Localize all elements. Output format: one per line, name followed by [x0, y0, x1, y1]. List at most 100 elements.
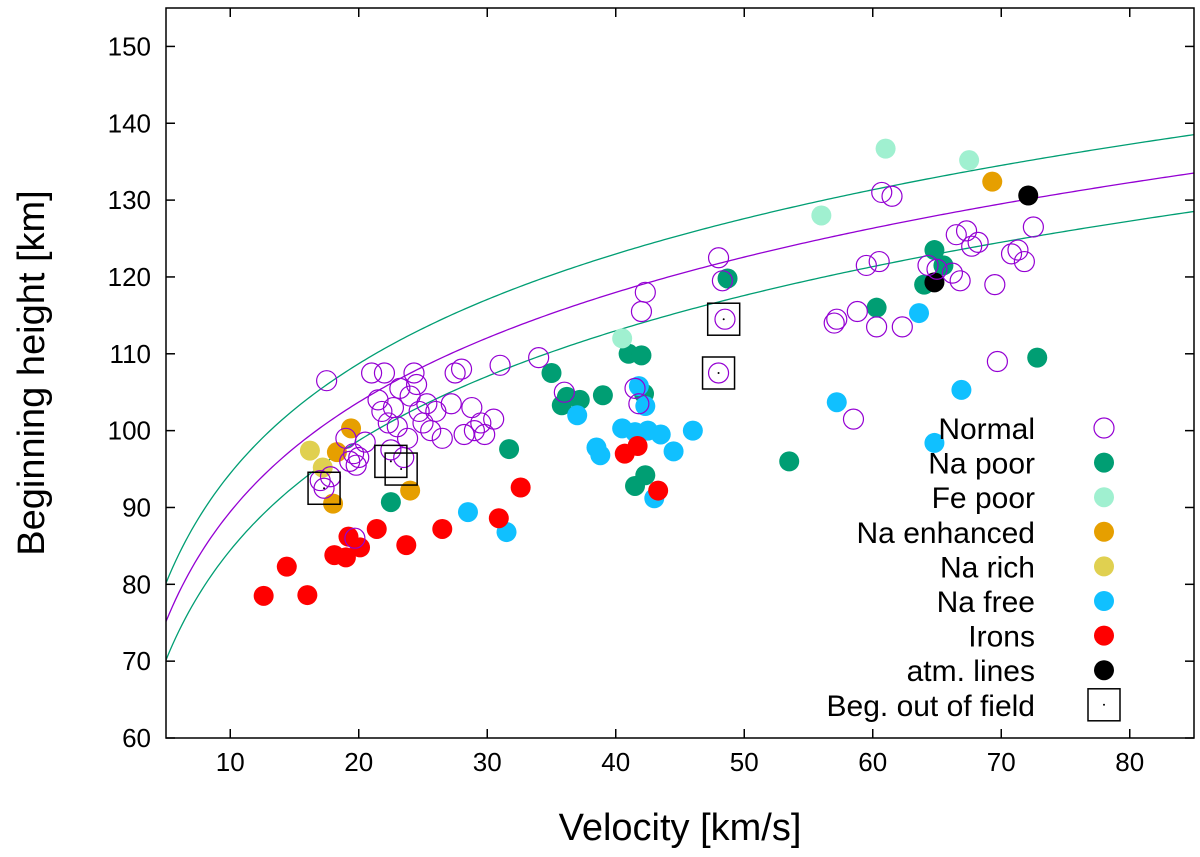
point-normal: [431, 427, 453, 449]
point-na-free: [628, 376, 649, 397]
x-tick-label: 70: [987, 747, 1016, 777]
point-normal: [846, 300, 868, 323]
point-normal: [344, 527, 366, 549]
point-normal: [917, 254, 939, 277]
point-normal: [866, 316, 888, 338]
point-beg-out-of-field: [706, 302, 741, 336]
point-na-poor: [499, 439, 520, 460]
point-normal: [891, 316, 913, 338]
point-na-free: [663, 441, 684, 462]
point-na-free: [650, 424, 671, 445]
point-na-free: [924, 432, 945, 453]
point-atm-lines: [924, 272, 945, 293]
point-na-poor: [635, 465, 656, 486]
legend-label-normal: Normal: [938, 413, 1035, 446]
point-normal: [377, 412, 399, 434]
point-normal: [984, 274, 1006, 296]
point-normal: [986, 350, 1008, 373]
point-na-poor: [631, 345, 652, 366]
point-normal: [489, 354, 511, 376]
point-normal: [1022, 216, 1044, 238]
point-normal: [711, 270, 734, 292]
point-na-poor: [569, 389, 590, 410]
point-beg-out-of-field-dot: [722, 318, 725, 321]
y-tick-label: 120: [108, 262, 151, 292]
legend-marker-na-poor: [1094, 452, 1114, 473]
y-tick-label: 130: [108, 185, 151, 215]
legend-label-fe-poor: Fe poor: [932, 482, 1035, 515]
point-na-rich: [299, 440, 320, 461]
point-normal: [1013, 250, 1035, 273]
point-beg-out-of-field: [307, 471, 341, 506]
point-na-poor: [541, 363, 562, 383]
point-normal: [444, 362, 466, 384]
point-normal: [316, 370, 338, 392]
point-fe-poor: [959, 150, 980, 171]
point-normal: [470, 412, 492, 434]
x-tick-label: 10: [216, 747, 245, 777]
point-beg-out-of-field-box: [374, 444, 408, 479]
point-irons: [253, 585, 274, 606]
point-na-poor: [933, 255, 954, 276]
point-na-free: [635, 396, 656, 417]
x-tick-label: 30: [473, 747, 502, 777]
point-na-enhanced: [982, 171, 1003, 192]
point-normal: [707, 362, 730, 384]
point-irons: [297, 585, 318, 606]
point-beg-out-of-field-dot: [389, 460, 392, 463]
point-fe-poor: [612, 328, 633, 349]
point-normal: [961, 235, 983, 257]
legend-marker-na-free: [1094, 591, 1114, 611]
point-normal: [405, 373, 428, 396]
point-normal: [1007, 239, 1029, 261]
point-irons: [627, 436, 648, 456]
legend-label-na-free: Na free: [937, 586, 1035, 619]
point-na-free: [826, 392, 847, 413]
point-normal: [949, 270, 971, 292]
legend-marker-beg-out-of-field-dot: [1103, 703, 1105, 706]
y-tick-label: 150: [108, 31, 151, 61]
x-axis-label: Velocity [km/s]: [559, 807, 802, 849]
point-normal: [634, 281, 656, 303]
y-tick-label: 140: [108, 108, 151, 138]
legend-label-irons: Irons: [968, 621, 1035, 654]
point-normal: [440, 393, 462, 415]
point-normal: [967, 231, 989, 253]
y-tick-label: 80: [122, 569, 151, 599]
legend-marker-atm-lines: [1094, 660, 1114, 681]
point-na-poor: [779, 451, 800, 472]
point-normal: [345, 454, 367, 476]
point-normal: [371, 400, 393, 423]
point-beg-out-of-field-box: [706, 302, 741, 336]
point-irons: [396, 535, 417, 556]
fit-curve-upper: [166, 134, 1194, 584]
point-na-free: [590, 445, 611, 466]
point-normal: [348, 446, 370, 469]
point-beg-out-of-field-dot: [400, 468, 403, 471]
point-irons: [335, 547, 356, 568]
x-tick-label: 40: [601, 747, 630, 777]
point-normal: [624, 377, 646, 399]
point-normal: [313, 477, 335, 499]
point-na-poor: [592, 385, 613, 406]
y-tick-label: 90: [122, 492, 151, 522]
point-na-enhanced: [341, 418, 362, 439]
point-beg-out-of-field-box: [307, 471, 341, 506]
axis-ticks: 10 20 30 40 50 60 70 80 60 70 80 90 100 110 120 130 140 1…: [108, 8, 1194, 777]
point-normal: [628, 393, 650, 415]
data-points: [253, 138, 1048, 606]
point-normal: [553, 381, 575, 403]
point-na-free: [909, 303, 930, 324]
legend-marker-irons: [1094, 625, 1114, 646]
x-tick-label: 80: [1115, 747, 1144, 777]
y-axis-label: Beginning height [km]: [11, 190, 53, 555]
legend-label-beg-out-of-field: Beg. out of field: [827, 690, 1035, 723]
point-beg-out-of-field: [384, 452, 418, 486]
point-na-poor: [866, 297, 887, 318]
point-normal: [945, 224, 967, 246]
y-tick-label: 100: [108, 416, 151, 446]
x-tick-label: 60: [858, 747, 887, 777]
point-normal: [1000, 243, 1023, 265]
point-irons: [276, 556, 297, 577]
